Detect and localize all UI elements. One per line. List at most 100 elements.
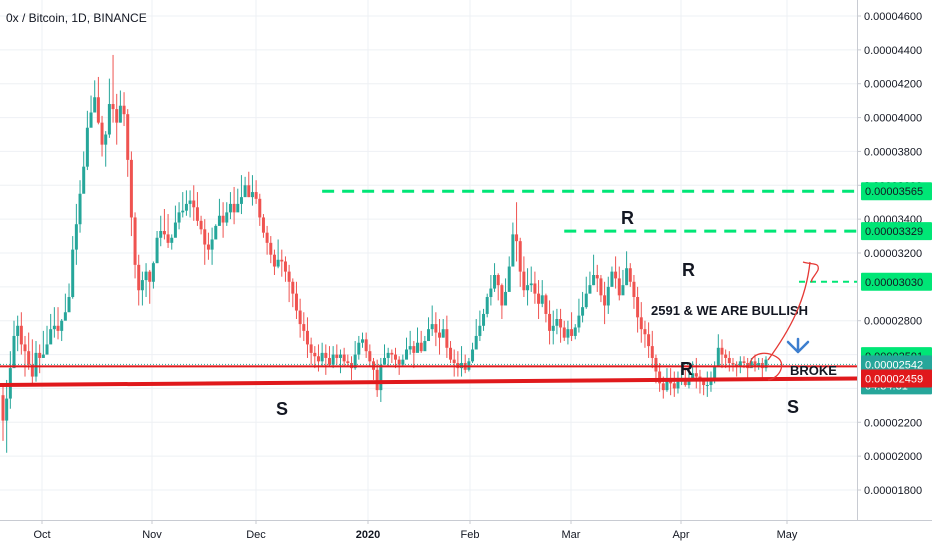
candle-body bbox=[559, 319, 563, 328]
candle-body bbox=[555, 319, 559, 326]
candle-body bbox=[375, 369, 379, 391]
candle-body bbox=[85, 127, 89, 167]
price-label-text: 0.00002542 bbox=[865, 359, 923, 371]
candle-body bbox=[551, 325, 555, 331]
candle-body bbox=[140, 280, 144, 291]
candle-body bbox=[320, 352, 324, 362]
candle-body bbox=[199, 220, 203, 230]
candle-body bbox=[617, 278, 621, 296]
candle-body bbox=[338, 354, 342, 358]
candle-body bbox=[236, 203, 240, 213]
candle-body bbox=[584, 293, 588, 308]
candle-body bbox=[518, 241, 522, 272]
time-tick-label: Mar bbox=[562, 529, 581, 541]
candle-body bbox=[562, 327, 566, 338]
candle-body bbox=[118, 105, 122, 123]
candle-body bbox=[177, 212, 181, 223]
candle-body bbox=[294, 293, 298, 311]
candle-body bbox=[588, 285, 592, 294]
candle-body bbox=[74, 224, 78, 250]
candle-body bbox=[716, 347, 720, 367]
bullish-note: 2591 & WE ARE BULLISH bbox=[651, 303, 808, 318]
candle-body bbox=[170, 237, 174, 243]
candle-body bbox=[137, 264, 141, 291]
candle-body bbox=[93, 97, 97, 113]
candle-body bbox=[427, 329, 431, 342]
candle-body bbox=[192, 200, 196, 208]
candle-body bbox=[280, 259, 284, 262]
candle-body bbox=[181, 210, 185, 213]
candle-body bbox=[713, 366, 717, 380]
candle-body bbox=[537, 293, 541, 304]
candle-body bbox=[324, 352, 328, 358]
price-tick-label: 0.00002800 bbox=[864, 316, 922, 328]
candle-body bbox=[507, 266, 511, 292]
price-label-text: 0.00003030 bbox=[865, 277, 923, 289]
candle-body bbox=[27, 351, 31, 365]
candle-body bbox=[228, 203, 232, 213]
price-label-box bbox=[861, 272, 932, 291]
price-tick-label: 0.00003200 bbox=[864, 248, 922, 260]
candle-body bbox=[261, 217, 265, 233]
candle-body bbox=[676, 381, 680, 389]
candle-body bbox=[383, 357, 386, 365]
candle-body bbox=[482, 313, 486, 326]
candle-body bbox=[221, 215, 225, 223]
label-r: R bbox=[680, 359, 693, 379]
candle-body bbox=[60, 320, 64, 331]
candle-body bbox=[305, 330, 309, 345]
candle-body bbox=[115, 109, 119, 123]
candle-body bbox=[331, 354, 335, 365]
time-axis[interactable]: Oct Nov Dec 2020 Feb Mar Apr May bbox=[0, 520, 932, 550]
price-label-box bbox=[861, 355, 932, 374]
candle-body bbox=[122, 105, 126, 115]
candle-body bbox=[757, 363, 761, 367]
candle-body bbox=[210, 239, 214, 250]
price-tick-label: 0.00002000 bbox=[864, 451, 922, 463]
candle-body bbox=[342, 354, 346, 362]
candle-body bbox=[1, 395, 5, 421]
candle-body bbox=[515, 234, 519, 242]
arrow-mark bbox=[767, 261, 819, 361]
circle-mark bbox=[749, 352, 783, 381]
candle-body bbox=[595, 275, 599, 279]
candle-body bbox=[522, 271, 526, 291]
candle-body bbox=[298, 310, 302, 325]
candle-body bbox=[265, 232, 269, 243]
candle-body bbox=[394, 354, 398, 360]
price-label-text: 0.00003565 bbox=[865, 186, 923, 198]
candle-body bbox=[19, 325, 23, 345]
blue-arrow-icon bbox=[786, 337, 810, 354]
candle-body bbox=[82, 166, 86, 194]
candle-body bbox=[276, 259, 280, 267]
candle-body bbox=[709, 379, 713, 386]
candle-body bbox=[566, 329, 570, 338]
label-r: R bbox=[621, 208, 634, 228]
candle-body bbox=[111, 104, 115, 110]
price-axis[interactable]: 0.00004600 0.00004400 0.00004200 0.00004000… bbox=[857, 0, 932, 520]
candle-body bbox=[724, 354, 728, 358]
candle-body bbox=[694, 373, 698, 377]
candle-body bbox=[702, 379, 706, 386]
candle-body bbox=[335, 354, 339, 358]
candle-body bbox=[232, 203, 236, 213]
candle-body bbox=[705, 385, 709, 387]
broke-note: BROKE bbox=[790, 363, 837, 378]
candle-body bbox=[5, 398, 9, 421]
label-s: S bbox=[276, 399, 288, 419]
time-tick-label: Dec bbox=[246, 529, 266, 541]
candle-body bbox=[405, 349, 409, 360]
candle-body bbox=[504, 291, 508, 306]
candle-body bbox=[570, 329, 574, 336]
candle-body bbox=[441, 329, 445, 338]
candle-body bbox=[672, 383, 676, 389]
time-axis-bg bbox=[0, 520, 932, 550]
price-label-text: 0.00003329 bbox=[865, 226, 923, 238]
candle-body bbox=[533, 283, 537, 294]
candle-body bbox=[12, 335, 16, 369]
candle-body bbox=[478, 325, 482, 336]
candle-body bbox=[500, 285, 504, 306]
candle-body bbox=[599, 278, 603, 296]
candle-body bbox=[195, 207, 199, 221]
